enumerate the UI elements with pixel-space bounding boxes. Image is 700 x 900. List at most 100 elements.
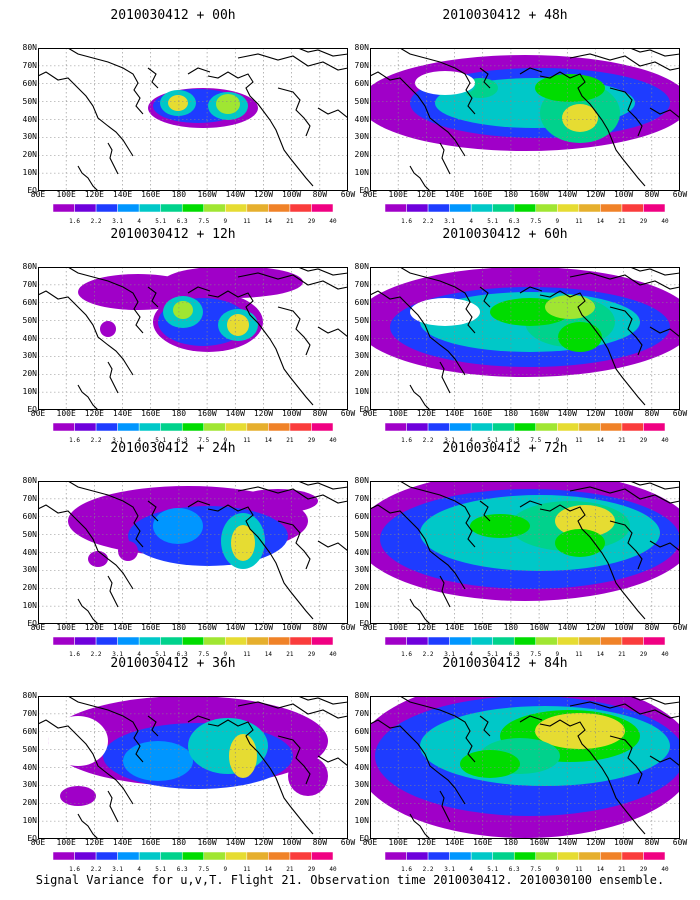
lon-tick-label: 80W (312, 409, 328, 418)
coastline (107, 790, 119, 823)
colorbar (385, 423, 665, 431)
colorbar-label: 40 (329, 218, 337, 225)
colorbar-swatch (470, 423, 493, 431)
low-variance-gap (410, 298, 480, 326)
coastline (629, 481, 680, 490)
colorbar-swatch (203, 637, 226, 645)
colorbar-swatch (181, 637, 205, 645)
lon-tick-label: 60W (672, 409, 688, 418)
variance-contour (118, 541, 138, 561)
variance-contour (88, 551, 108, 567)
colorbar-label: 4 (469, 866, 473, 873)
colorbar-label: 11 (575, 437, 583, 444)
colorbar-label: 1.6 (401, 866, 412, 873)
colorbar-label: 1.6 (401, 651, 412, 658)
coastline (67, 481, 144, 548)
colorbar-swatch (289, 852, 312, 860)
lon-tick-label: 120W (253, 623, 274, 632)
colorbar-swatch (600, 423, 623, 431)
coastline (519, 715, 543, 723)
colorbar-label: 4 (469, 651, 473, 658)
lon-tick-label: 80E (30, 838, 46, 847)
lon-tick-label: 120E (84, 838, 104, 847)
colorbar-swatch (95, 852, 118, 860)
map-frame (38, 696, 348, 839)
variance-contour (188, 718, 268, 774)
lat-tick-label: 10N (22, 817, 37, 826)
lat-tick-label: 70N (354, 61, 369, 70)
lon-tick-label: 120W (585, 190, 606, 199)
colorbar-swatch (311, 637, 333, 645)
colorbar-swatch (535, 637, 558, 645)
coastline (439, 575, 451, 608)
colorbar-swatch (621, 204, 644, 212)
lon-tick-label: 160E (473, 409, 493, 418)
colorbar-swatch (138, 423, 161, 431)
figure-caption: Signal Variance for u,v,T. Flight 21. Ob… (35, 873, 665, 887)
lon-tick-label: 100E (56, 190, 76, 199)
variance-map (370, 696, 680, 839)
colorbar-label: 7.5 (198, 218, 210, 225)
colorbar-swatch (492, 637, 515, 645)
colorbar-label: 40 (329, 437, 337, 444)
colorbar-label: 21 (286, 866, 294, 873)
colorbar-swatch (385, 637, 407, 645)
lat-tick-label: 50N (354, 530, 369, 539)
colorbar-swatch (74, 423, 97, 431)
colorbar-swatch (246, 852, 269, 860)
colorbar-label: 5.1 (155, 218, 167, 225)
lon-tick-label: 180 (171, 623, 187, 632)
lon-tick-label: 80W (644, 838, 660, 847)
lat-tick-label: 20N (354, 584, 369, 593)
colorbar-swatch (160, 852, 183, 860)
lat-tick-label: 60N (354, 727, 369, 736)
colorbar-label: 6.3 (508, 437, 520, 444)
lon-tick-label: 160E (141, 190, 161, 199)
colorbar-swatch (557, 204, 580, 212)
variance-map (38, 481, 348, 624)
colorbar-swatch (311, 852, 333, 860)
map-frame (370, 481, 680, 624)
colorbar-label: 14 (264, 218, 272, 225)
colorbar-label: 14 (596, 866, 604, 873)
lat-tick-label: EQ (27, 835, 37, 843)
colorbar-swatch (138, 852, 161, 860)
colorbar-label: 40 (329, 651, 337, 658)
colorbar-swatch (246, 423, 269, 431)
panel-12h: 2010030412 + 12h 80N 70N 60N 50N 40N 30N 20N 10N… (18, 227, 356, 452)
map-frame (38, 267, 348, 410)
lon-tick-label: 120E (84, 409, 104, 418)
lat-tick-label: 50N (22, 316, 37, 325)
colorbar-swatch (160, 204, 183, 212)
colorbar-label: 29 (307, 218, 316, 225)
coastline (297, 267, 348, 276)
colorbar-swatch (621, 637, 644, 645)
colorbar-label: 2.2 (90, 218, 102, 225)
lon-tick-label: 160E (473, 190, 493, 199)
colorbar-swatch (74, 852, 97, 860)
coastline (399, 696, 476, 763)
lon-tick-label: 100W (613, 623, 634, 632)
lon-tick-label: 140E (444, 409, 465, 418)
panel-00h: 2010030412 + 00h 80N 70N 60N 50N 40N 30N 20N 10N… (18, 8, 356, 233)
lon-tick-label: 160E (141, 623, 161, 632)
lat-tick-label: 10N (22, 602, 37, 611)
variance-contour (153, 508, 203, 544)
colorbar-label: 11 (575, 866, 583, 873)
lat-tick-label: 20N (354, 370, 369, 379)
lat-tick-label: 30N (22, 133, 37, 142)
lon-tick-label: 140E (444, 190, 465, 199)
lon-tick-label: 60W (672, 623, 688, 632)
lon-tick-label: 120W (253, 409, 274, 418)
panel-48h: 2010030412 + 48h 80N 70N 60N 50N 40N 30N 20N 10N… (350, 8, 688, 233)
lat-tick-label: 80N (22, 44, 37, 52)
colorbar-label: 9 (223, 651, 228, 658)
lat-tick-label: 80N (354, 263, 369, 271)
lon-tick-label: 80E (30, 623, 46, 632)
lat-tick-label: 50N (354, 97, 369, 106)
variance-contour (535, 74, 605, 102)
lat-tick-label: 30N (22, 781, 37, 790)
lon-tick-label: 140W (557, 623, 577, 632)
coastline (297, 481, 348, 490)
colorbar-swatch (138, 204, 161, 212)
